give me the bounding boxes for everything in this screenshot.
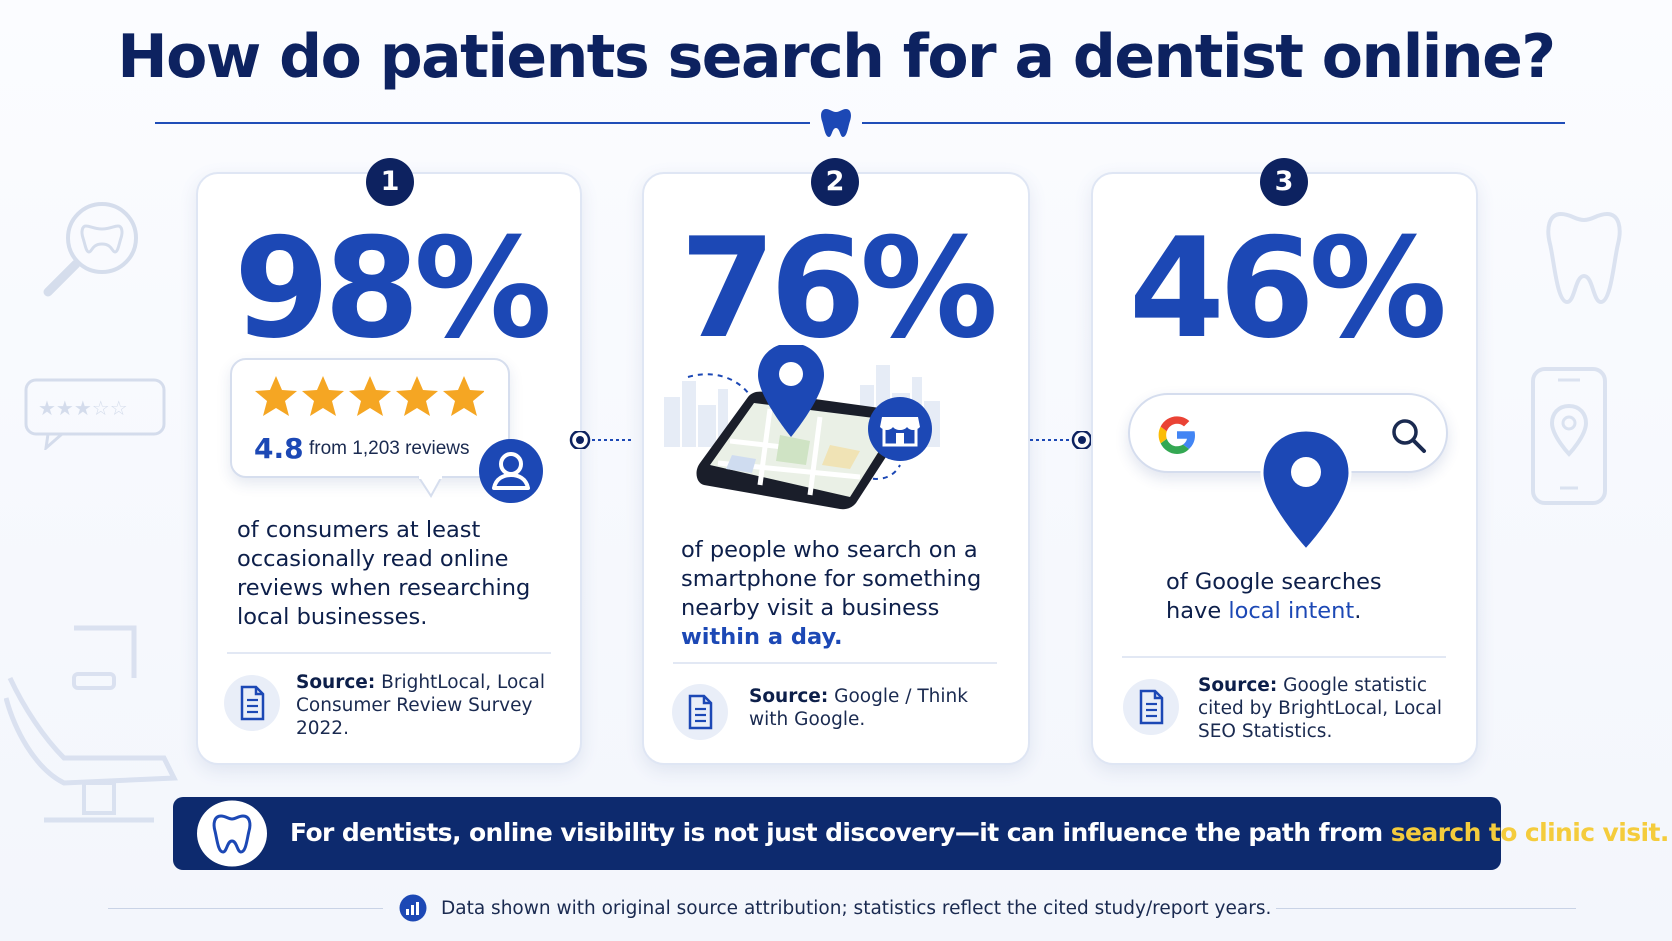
stat-percentage: 46% [1128, 208, 1447, 369]
map-pin-icon [1260, 428, 1352, 553]
stat-description: of people who search on a smartphone for… [681, 536, 1011, 652]
title-divider-right [862, 122, 1565, 124]
card-divider [1122, 656, 1446, 658]
review-bubble-icon: ★★★☆☆ [24, 378, 166, 450]
step-number-badge: 3 [1260, 158, 1308, 206]
page-title: How do patients search for a dentist onl… [117, 22, 1556, 92]
source-citation: Source: Google statistic cited by Bright… [1198, 674, 1458, 743]
tooth-icon [821, 109, 851, 137]
footer-note: Data shown with original source attribut… [441, 898, 1272, 919]
bar-chart-icon [399, 894, 427, 922]
rating-count: from 1,203 reviews [309, 438, 470, 459]
source-citation: Source: BrightLocal, Local Consumer Revi… [296, 671, 556, 740]
title-divider-left [155, 122, 810, 124]
phone-location-icon [1531, 367, 1607, 505]
tooth-outline-icon [1546, 211, 1622, 305]
conclusion-text-main: For dentists, online visibility is not j… [290, 818, 1383, 847]
source-label: Source: [749, 686, 829, 707]
source-text: Google statistic cited by BrightLocal, L… [1198, 675, 1442, 742]
stat-percentage: 76% [679, 208, 998, 369]
stat-description-text: of Google searches have [1166, 569, 1382, 624]
conclusion-text-highlight: search to clinic visit. [1390, 818, 1670, 847]
map-pin-icon [758, 345, 824, 437]
document-icon [224, 675, 280, 731]
smartphone-map-illustration [664, 345, 940, 510]
search-icon [1392, 419, 1426, 453]
stat-description-end: . [1354, 598, 1362, 624]
source-label: Source: [1198, 675, 1278, 696]
conclusion-text: For dentists, online visibility is not j… [290, 818, 1669, 847]
footer-divider-right [1276, 908, 1576, 909]
source-text: Google / Think with Google. [749, 686, 968, 730]
step-number-badge: 1 [366, 158, 414, 206]
stat-description-highlight: within a day. [681, 624, 843, 650]
user-icon [479, 439, 543, 503]
stat-description: of consumers at least occasionally read … [237, 517, 531, 630]
card-divider [673, 662, 997, 664]
rating-value: 4.8 [254, 432, 304, 465]
card-divider [227, 652, 551, 654]
source-citation: Source: Google / Think with Google. [749, 685, 1009, 731]
magnifier-tooth-icon [43, 202, 138, 297]
source-text: BrightLocal, Local Consumer Review Surve… [296, 672, 545, 739]
stat-description-text: of people who search on a smartphone for… [681, 537, 982, 621]
store-icon [868, 397, 932, 461]
smartphone-icon [696, 391, 910, 510]
conclusion-banner [173, 797, 1501, 870]
document-icon [672, 684, 728, 740]
connector-1-2 [569, 431, 632, 449]
document-icon [1123, 679, 1179, 735]
tooth-icon [197, 800, 267, 867]
google-g-icon [1158, 416, 1195, 454]
stat-percentage: 98% [233, 208, 552, 369]
svg-text:★★★☆☆: ★★★☆☆ [38, 396, 128, 420]
star-icon [255, 376, 484, 416]
review-bubble-tail [418, 476, 443, 498]
step-number-badge: 2 [811, 158, 859, 206]
stat-description: of Google searches have local intent. [1166, 568, 1426, 626]
source-label: Source: [296, 672, 376, 693]
connector-2-3 [1030, 431, 1093, 449]
dental-chair-icon [4, 625, 178, 823]
footer-divider-left [108, 908, 383, 909]
stat-description-highlight: local intent [1228, 598, 1355, 624]
